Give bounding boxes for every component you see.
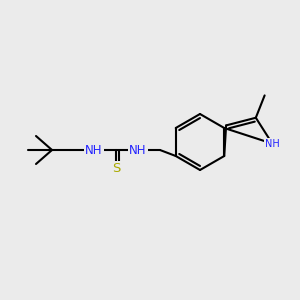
Text: S: S bbox=[112, 163, 120, 176]
Text: NH: NH bbox=[265, 139, 280, 148]
Text: NH: NH bbox=[85, 143, 103, 157]
Text: NH: NH bbox=[129, 143, 147, 157]
